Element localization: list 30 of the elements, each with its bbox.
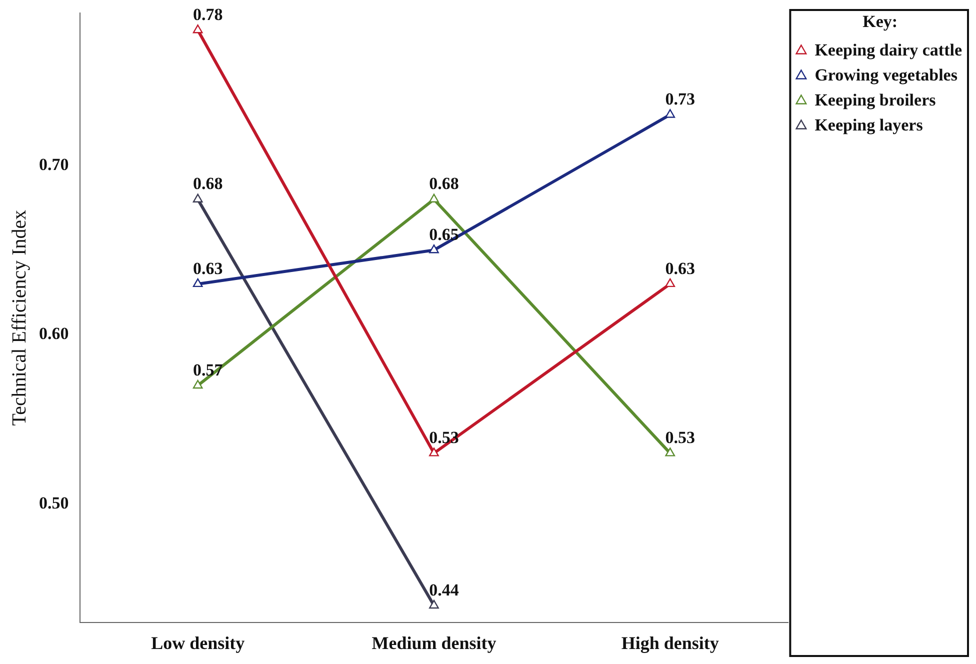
point	[192, 380, 203, 389]
data-label: 0.73	[665, 90, 695, 109]
y-tick-label: 0.60	[39, 324, 69, 344]
point	[429, 448, 439, 456]
legend-label: Keeping broilers	[814, 90, 936, 110]
data-label: 0.68	[429, 174, 459, 194]
point	[665, 109, 676, 118]
point	[429, 244, 439, 254]
y-tick-label: 0.70	[39, 154, 69, 174]
point	[665, 278, 676, 288]
x-tick-label: Low density	[151, 632, 245, 653]
legend-label: Keeping dairy cattle	[814, 40, 962, 60]
data-label: 0.78	[192, 5, 223, 24]
point	[429, 194, 439, 202]
data-label: 0.63	[192, 258, 223, 278]
y-tick-label: 0.50	[39, 493, 69, 512]
legend-title: Key:	[862, 12, 898, 31]
data-label: 0.44	[429, 580, 460, 600]
data-label: 0.63	[665, 258, 695, 278]
x-tick-label: High density	[621, 632, 719, 653]
legend-label: Keeping layers	[814, 115, 924, 134]
data-label: 0.65	[429, 225, 459, 244]
data-label: 0.53	[665, 428, 695, 448]
point	[192, 278, 203, 288]
point	[192, 24, 203, 34]
legend-label: Growing vegetables	[814, 65, 958, 84]
y-axis-title: Technical Efficiency Index	[8, 210, 30, 426]
point	[665, 448, 676, 456]
x-tick-label: Medium density	[372, 632, 496, 653]
data-label: 0.68	[192, 174, 223, 194]
